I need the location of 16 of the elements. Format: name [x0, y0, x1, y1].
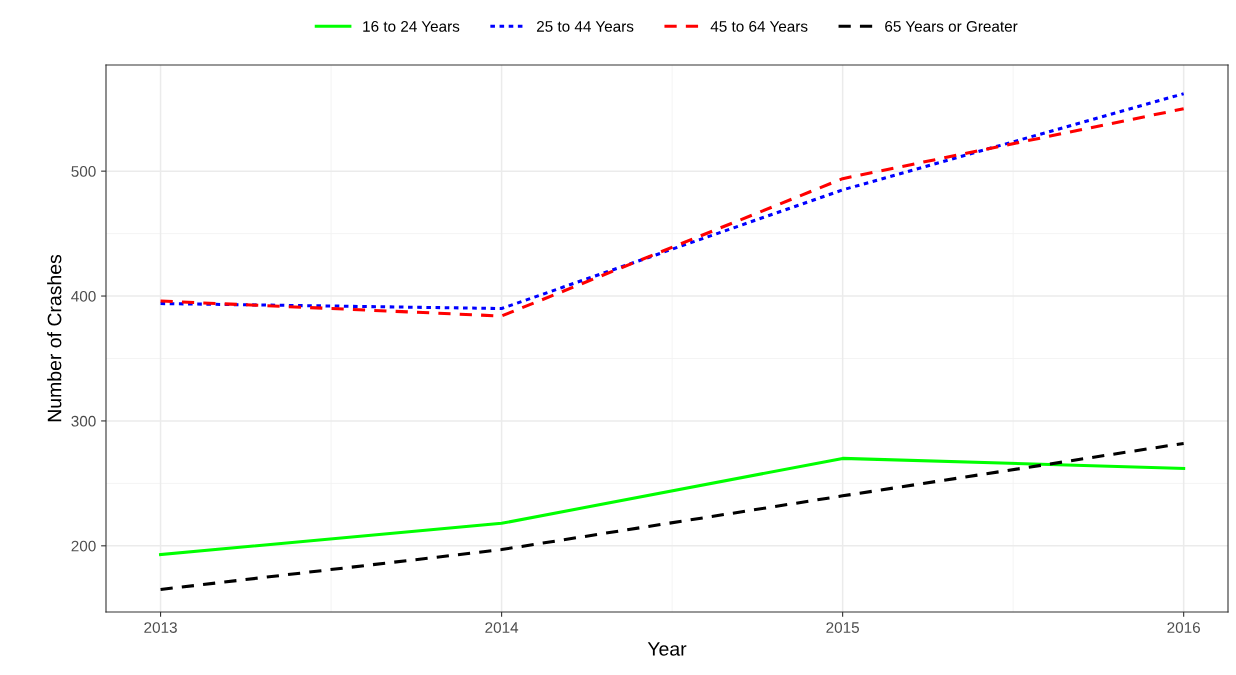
legend-label: 16 to 24 Years — [363, 21, 460, 32]
y-axis-title: Number of Crashes — [47, 254, 62, 422]
y-tick-label: 500 — [71, 166, 96, 177]
line-series — [159, 441, 1186, 592]
legend-label: 25 to 44 Years — [536, 21, 634, 32]
legend-label: 45 to 64 Years — [710, 21, 808, 32]
x-tick-label: 2015 — [826, 622, 859, 633]
legend-label: 65 Years or Greater — [885, 21, 1018, 32]
x-tick-label: 2013 — [144, 622, 177, 633]
x-tick-label: 2014 — [485, 622, 519, 633]
y-tick-label: 300 — [71, 415, 96, 427]
x-axis-title: Year — [647, 642, 687, 656]
line-series — [159, 456, 1186, 557]
x-tick-label: 2016 — [1167, 622, 1200, 633]
y-tick-label: 400 — [71, 290, 96, 302]
y-tick-label: 200 — [71, 540, 96, 552]
